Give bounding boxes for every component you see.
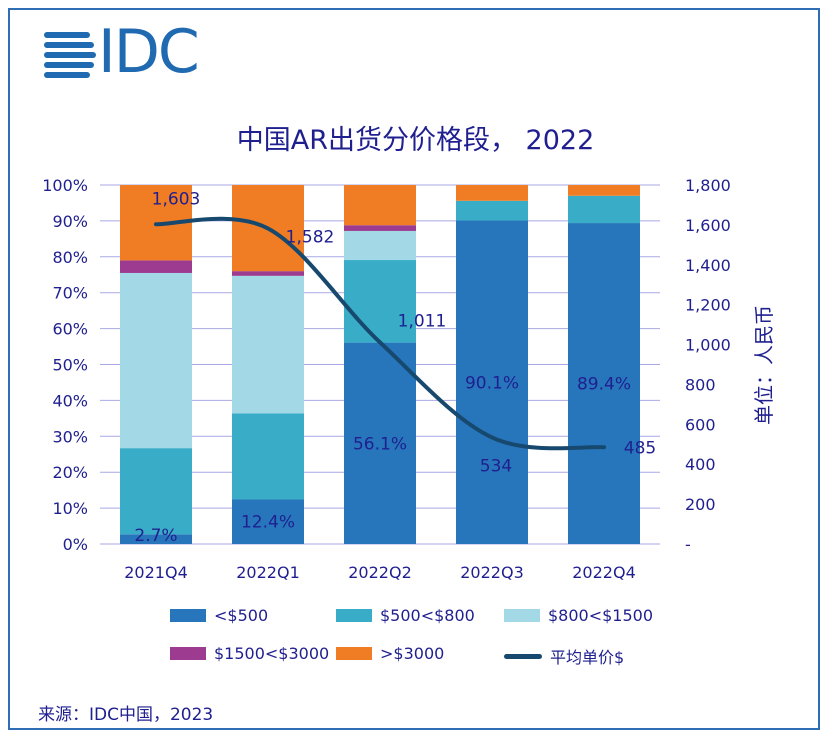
- y-right-tick-label: 1,800: [685, 176, 731, 195]
- bar-segment-3: [344, 230, 416, 261]
- line-value-label: 1,011: [398, 311, 447, 331]
- bar-segment-5: [568, 185, 640, 196]
- bar-segment-3: [120, 272, 192, 449]
- y-right-tick-label: 1,600: [685, 216, 731, 235]
- line-value-label: 1,603: [152, 189, 201, 209]
- bar-segment-5: [344, 185, 416, 226]
- bar-segment-2: [120, 448, 192, 535]
- bar-value-label: 89.4%: [577, 375, 631, 395]
- bar-segment-5: [456, 185, 528, 201]
- chart-frame: [8, 8, 820, 730]
- legend-label: >$3000: [380, 644, 445, 663]
- legend-item-avg-price: 平均单价$: [504, 644, 624, 668]
- bar-segment-2: [232, 413, 304, 500]
- y-right-tick-label: 200: [685, 495, 716, 514]
- x-tick-label: 2022Q2: [348, 563, 412, 582]
- bar-value-label: 90.1%: [465, 373, 519, 393]
- bar-segment-2: [344, 260, 416, 343]
- y-right-axis-label: 单位：人民币: [752, 305, 776, 425]
- y-left-tick-label: 70%: [52, 284, 88, 303]
- y-left-tick-label: 80%: [52, 248, 88, 267]
- bar-segment-4: [120, 260, 192, 273]
- bar-segment-1: [120, 534, 192, 544]
- bar-value-label: 12.4%: [241, 513, 295, 533]
- line-value-label: 485: [624, 438, 656, 458]
- bar-segment-4: [232, 271, 304, 276]
- legend-swatch: [504, 609, 540, 622]
- x-tick-label: 2022Q4: [572, 563, 636, 582]
- y-left-tick-label: 50%: [52, 356, 88, 375]
- bar-segment-1: [344, 342, 416, 544]
- bar-value-label: 2.7%: [134, 526, 177, 546]
- line-value-label: 534: [480, 456, 512, 476]
- avg-price-line: [154, 216, 606, 451]
- bar-segment-3: [232, 275, 304, 414]
- chart-title: 中国AR出货分价格段， 2022: [236, 125, 595, 156]
- y-left-tick-label: 30%: [52, 427, 88, 446]
- y-right-tick-label: -: [685, 535, 691, 554]
- bar-segment-1: [456, 220, 528, 544]
- legend-label: $500<$800: [380, 606, 475, 625]
- idc-logo: [44, 32, 96, 78]
- legend-swatch: [170, 647, 206, 660]
- legend-item-1500-3000: $1500<$3000: [170, 644, 329, 663]
- y-left-tick-label: 0%: [63, 535, 88, 554]
- x-tick-label: 2022Q1: [236, 563, 300, 582]
- y-left-tick-label: 20%: [52, 463, 88, 482]
- y-right-tick-label: 1,400: [685, 256, 731, 275]
- y-right-tick-label: 600: [685, 415, 716, 434]
- y-right-tick-label: 400: [685, 455, 716, 474]
- y-left-tick-label: 60%: [52, 320, 88, 339]
- bar-segment-4: [344, 225, 416, 231]
- y-left-tick-label: 100%: [42, 176, 88, 195]
- legend-swatch: [336, 647, 372, 660]
- legend-label: 平均单价$: [550, 648, 625, 667]
- bar-segment-2: [456, 200, 528, 221]
- x-tick-label: 2022Q3: [460, 563, 524, 582]
- line-value-label: 1,582: [286, 227, 335, 247]
- legend-item-lt500: <$500: [170, 606, 268, 625]
- legend-label: $800<$1500: [548, 606, 654, 625]
- legend: <$500 $500<$800 $800<$1500 $1500<$3000 >…: [170, 600, 690, 670]
- legend-swatch: [170, 609, 206, 622]
- chart-svg: 0% 10% 20% 30% 40% 50% 60% 70% 80% 90% 100% - 200 400…: [42, 176, 776, 582]
- y-right-tick-label: 800: [685, 375, 716, 394]
- legend-label: <$500: [214, 606, 269, 625]
- legend-item-gt3000: >$3000: [336, 644, 444, 663]
- bar-segment-1: [568, 223, 640, 544]
- logo-globe-icon: [44, 32, 96, 78]
- y-left-tick-label: 90%: [52, 212, 88, 231]
- x-tick-label: 2021Q4: [124, 563, 188, 582]
- logo-text: IDC: [98, 17, 200, 87]
- bar-segment-1: [232, 499, 304, 544]
- source-note: 来源：IDC中国，2023: [38, 705, 214, 725]
- y-right-tick-label: 1,200: [685, 296, 731, 315]
- legend-line-swatch: [504, 653, 542, 659]
- y-left-tick-label: 40%: [52, 391, 88, 410]
- y-right-tick-label: 1,000: [685, 336, 731, 355]
- legend-item-800-1500: $800<$1500: [504, 606, 653, 625]
- legend-swatch: [336, 609, 372, 622]
- legend-label: $1500<$3000: [214, 644, 330, 663]
- bar-segment-2: [568, 195, 640, 224]
- y-left-tick-label: 10%: [52, 499, 88, 518]
- legend-item-500-800: $500<$800: [336, 606, 475, 625]
- bar-value-label: 56.1%: [353, 434, 407, 454]
